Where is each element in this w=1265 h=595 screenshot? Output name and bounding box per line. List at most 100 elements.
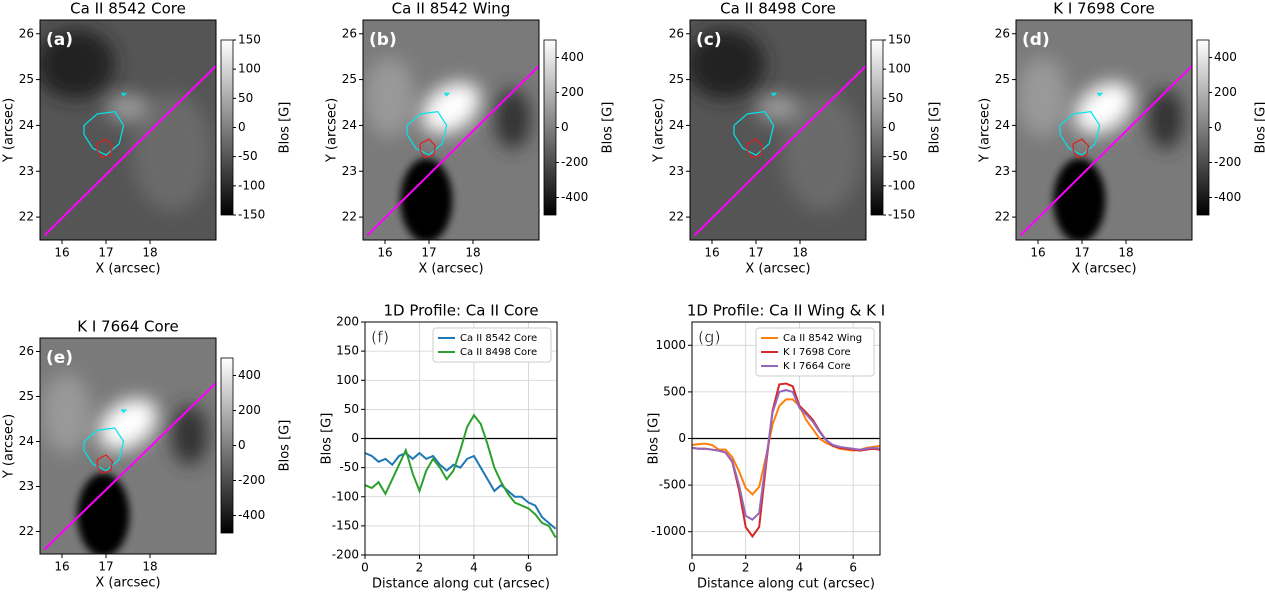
colorbar-tick-label: -400 <box>561 190 588 204</box>
colorbar-tick-label: -50 <box>238 149 258 163</box>
x-tick-label: 0 <box>688 561 696 575</box>
x-tick-label: 16 <box>1030 246 1045 260</box>
lines <box>692 382 880 539</box>
image-feature <box>40 29 116 99</box>
overlay-line <box>406 111 448 156</box>
x-axis-label: X (arcsec) <box>418 262 483 277</box>
x-tick-label: 2 <box>742 561 750 575</box>
y-tick-label: 25 <box>669 72 684 86</box>
y-axis-label: Y (arcsec) <box>2 414 17 479</box>
colorbar <box>870 39 884 216</box>
colorbar-tick-label: 0 <box>888 120 896 134</box>
axes-frame <box>39 337 217 555</box>
x-axis-label: X (arcsec) <box>95 262 160 277</box>
x-tick-label: 6 <box>525 561 533 575</box>
overlay-line <box>83 111 125 156</box>
overlay-line <box>96 138 114 159</box>
y-tick-label: -1000 <box>651 524 686 538</box>
overlay-line <box>746 138 764 159</box>
series-line <box>692 382 880 539</box>
legend-label: Ca II 8542 Core <box>460 333 537 344</box>
image-feature <box>132 92 212 212</box>
y-tick-label: 500 <box>663 384 686 398</box>
colorbar <box>1196 39 1210 216</box>
overlay-line <box>43 65 216 237</box>
panel-label: (a) <box>46 30 73 50</box>
x-tick-label: 4 <box>796 561 804 575</box>
y-axis-label: Blos [G] <box>320 413 335 465</box>
chart-title: 1D Profile: Ca II Core <box>383 302 538 320</box>
colorbar <box>543 39 557 216</box>
chart-title: K I 7664 Core <box>77 318 178 336</box>
overlay-line <box>733 111 775 156</box>
x-tick-label: 4 <box>470 561 478 575</box>
image-feature <box>782 92 862 212</box>
x-tick-label: 16 <box>54 246 69 260</box>
image-feature <box>77 473 130 554</box>
colorbar-label: Blos [G] <box>928 102 943 154</box>
colorbar-tick-label: 100 <box>888 62 911 76</box>
y-tick-label: -200 <box>332 548 359 562</box>
colorbar-tick-label: -400 <box>238 508 265 522</box>
y-tick-label: -50 <box>339 460 359 474</box>
overlay-line <box>1096 92 1104 97</box>
image-feature <box>690 29 766 99</box>
image-feature <box>98 398 158 451</box>
image <box>363 20 539 240</box>
x-tick-label: 17 <box>98 246 113 260</box>
y-tick-label: 200 <box>336 315 359 329</box>
colorbar-tick-label: -100 <box>888 178 915 192</box>
overlay-line <box>96 454 114 474</box>
y-tick-label: 100 <box>336 373 359 387</box>
y-tick-label: 26 <box>669 26 684 40</box>
y-tick-label: 26 <box>342 26 357 40</box>
image-feature <box>1074 82 1134 134</box>
overlay-line <box>443 92 451 97</box>
y-tick-label: 22 <box>19 524 34 538</box>
y-tick-label: 25 <box>19 389 34 403</box>
y-tick-label: 26 <box>995 26 1010 40</box>
x-tick-label: 17 <box>421 246 436 260</box>
colorbar-tick-label: -100 <box>238 178 265 192</box>
overlay-line <box>1059 111 1101 156</box>
axes-frame <box>39 19 217 241</box>
y-tick-label: -150 <box>332 518 359 532</box>
chart-title: Ca II 8498 Core <box>720 0 836 18</box>
series-line <box>692 388 880 521</box>
colorbar-tick-label: 0 <box>561 120 569 134</box>
y-tick-label: -100 <box>332 489 359 503</box>
panel-label: (b) <box>369 30 397 50</box>
chart-title: Ca II 8542 Wing <box>392 0 511 18</box>
y-tick-label: 1000 <box>655 338 686 352</box>
y-tick-label: 22 <box>995 210 1010 224</box>
colorbar-tick-label: 0 <box>1214 120 1222 134</box>
y-tick-label: 0 <box>678 431 686 445</box>
chart-title: 1D Profile: Ca II Wing & K I <box>687 302 885 320</box>
y-tick-label: 26 <box>19 26 34 40</box>
x-axis-label: X (arcsec) <box>95 576 160 591</box>
x-tick-label: 16 <box>377 246 392 260</box>
colorbar-tick-label: 100 <box>238 62 261 76</box>
y-tick-label: 23 <box>19 164 34 178</box>
y-tick-label: 24 <box>995 118 1010 132</box>
image-feature <box>1017 57 1068 137</box>
x-axis-label: X (arcsec) <box>745 262 810 277</box>
x-tick-label: 18 <box>142 246 157 260</box>
y-tick-label: 24 <box>669 118 684 132</box>
colorbar-label: Blos [G] <box>601 102 616 154</box>
legend-label: K I 7664 Core <box>783 361 851 372</box>
legend-label: Ca II 8498 Core <box>460 347 537 358</box>
colorbar-tick-label: 200 <box>561 85 584 99</box>
colorbar-label: Blos [G] <box>278 102 293 154</box>
lines <box>365 413 557 539</box>
legend-label: K I 7698 Core <box>783 347 851 358</box>
x-tick-label: 17 <box>98 560 113 574</box>
image <box>40 338 216 554</box>
overlay-line <box>1019 65 1192 237</box>
chart-title: K I 7698 Core <box>1053 0 1154 18</box>
y-tick-label: 25 <box>19 72 34 86</box>
image-feature <box>1053 158 1106 240</box>
overlay-line <box>770 92 778 97</box>
colorbar-label: Blos [G] <box>278 420 293 472</box>
